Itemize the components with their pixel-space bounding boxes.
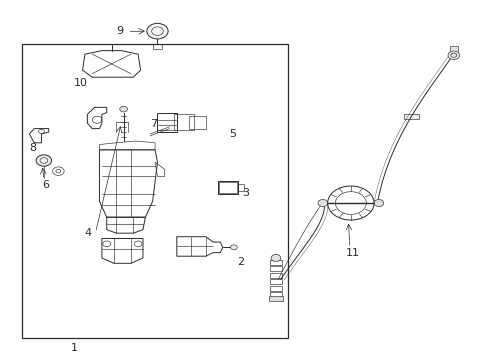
Circle shape <box>447 51 459 59</box>
Bar <box>238 184 244 191</box>
Circle shape <box>230 245 237 250</box>
Text: 7: 7 <box>150 119 157 129</box>
Bar <box>174 114 193 130</box>
Bar <box>269 279 281 284</box>
Text: 1: 1 <box>70 343 77 354</box>
Bar <box>269 266 281 271</box>
Text: 4: 4 <box>84 228 91 238</box>
Bar <box>22 44 287 338</box>
Text: 8: 8 <box>29 143 37 153</box>
Text: 9: 9 <box>116 26 123 36</box>
Text: 11: 11 <box>346 248 359 258</box>
Circle shape <box>120 106 127 112</box>
Bar <box>157 113 177 132</box>
Text: 3: 3 <box>242 189 248 198</box>
Text: 5: 5 <box>228 129 236 139</box>
Bar <box>218 181 238 194</box>
Circle shape <box>36 155 52 166</box>
Bar <box>188 116 205 129</box>
Bar <box>219 182 236 193</box>
Bar <box>269 273 281 278</box>
Text: 10: 10 <box>74 77 88 87</box>
Circle shape <box>146 23 168 39</box>
Bar <box>269 285 281 291</box>
Bar <box>404 113 418 119</box>
Circle shape <box>270 255 280 261</box>
Circle shape <box>373 199 383 207</box>
Bar <box>268 296 282 301</box>
Bar <box>152 44 162 49</box>
Circle shape <box>317 199 327 207</box>
Text: 2: 2 <box>237 257 244 267</box>
Bar <box>269 292 281 297</box>
Bar <box>269 260 281 265</box>
Text: 6: 6 <box>42 180 49 190</box>
Bar <box>449 46 457 54</box>
